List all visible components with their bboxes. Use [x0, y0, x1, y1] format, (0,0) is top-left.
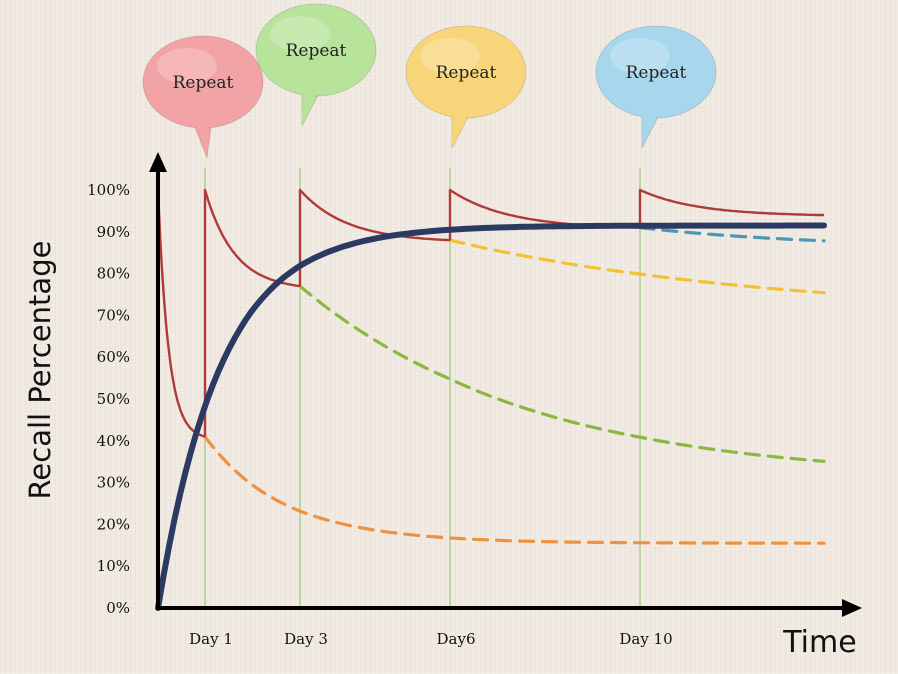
repeat-bubble-label: Repeat — [286, 41, 347, 61]
y-tick-label: 30% — [97, 474, 130, 492]
y-tick-label: 0% — [106, 599, 130, 617]
y-tick-label: 10% — [97, 557, 130, 575]
series-forgetting-after-day10 — [638, 226, 826, 243]
retention-segment-3 — [298, 188, 451, 287]
y-axis-arrow — [149, 152, 167, 172]
repeat-bubble-4: Repeat — [595, 25, 717, 149]
repeat-bubble-2: Repeat — [255, 3, 377, 127]
x-tick-label: Day6 — [437, 630, 476, 648]
series-memory-strength — [155, 222, 827, 611]
repeat-bubble-3: Repeat — [405, 25, 527, 149]
series-forgetting-no-review — [203, 435, 826, 545]
retention-segment-1 — [156, 189, 206, 438]
repeat-bubble-label: Repeat — [626, 63, 687, 83]
chart-series — [155, 188, 827, 611]
repeat-bubbles: Repeat Repeat Repeat Repeat — [142, 3, 717, 159]
x-tick-label: Day 1 — [189, 630, 233, 648]
x-tick-label: Day 3 — [284, 630, 328, 648]
y-axis-label: Recall Percentage — [23, 241, 57, 500]
repeat-bubble-label: Repeat — [173, 73, 234, 93]
repeat-bubble-label: Repeat — [436, 63, 497, 83]
y-tick-label: 40% — [97, 432, 130, 450]
y-tick-label: 50% — [97, 390, 130, 408]
retention-segment-2 — [203, 188, 301, 437]
y-tick-label: 90% — [97, 223, 130, 241]
y-tick-label: 80% — [97, 265, 130, 283]
retention-segment-4 — [448, 188, 641, 241]
y-tick-label: 20% — [97, 515, 130, 533]
y-tick-label: 70% — [97, 306, 130, 324]
series-forgetting-after-day6 — [448, 238, 826, 295]
y-axis-ticks: 0% 10% 20% 30% 40% 50% 60% 70% 80% 90% 100% — [87, 181, 130, 617]
x-axis-label: Time — [782, 625, 856, 660]
x-tick-label: Day 10 — [619, 630, 672, 648]
retention-segment-5 — [638, 188, 825, 228]
x-axis-ticks: Day 1 Day 3 Day6 Day 10 — [189, 630, 673, 648]
y-tick-label: 100% — [87, 181, 130, 199]
series-forgetting-after-day3 — [298, 284, 826, 463]
chart-axes — [149, 152, 862, 617]
x-axis-arrow — [842, 599, 862, 617]
repeat-bubble-1: Repeat — [142, 35, 264, 159]
y-tick-label: 60% — [97, 348, 130, 366]
